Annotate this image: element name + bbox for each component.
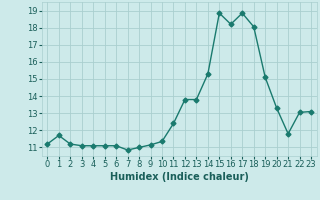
- X-axis label: Humidex (Indice chaleur): Humidex (Indice chaleur): [110, 172, 249, 182]
